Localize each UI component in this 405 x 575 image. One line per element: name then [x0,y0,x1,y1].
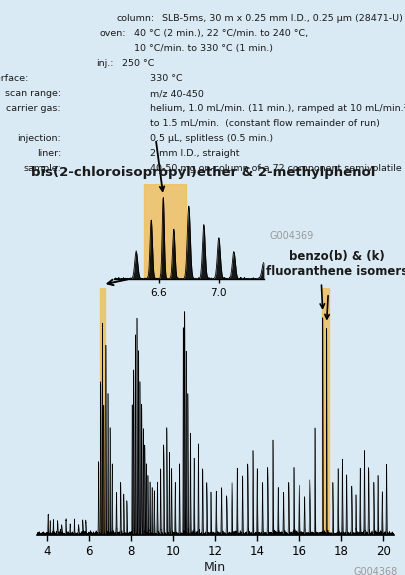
Text: carrier gas:: carrier gas: [6,104,61,113]
Text: MSD Interface:: MSD Interface: [0,74,28,83]
Text: 10 °C/min. to 330 °C (1 min.): 10 °C/min. to 330 °C (1 min.) [134,44,272,53]
X-axis label: Min: Min [204,561,226,574]
Text: 40 °C (2 min.), 22 °C/min. to 240 °C,: 40 °C (2 min.), 22 °C/min. to 240 °C, [134,29,307,39]
Text: oven:: oven: [99,29,126,39]
Text: injection:: injection: [17,134,61,143]
Text: SLB-5ms, 30 m x 0.25 mm I.D., 0.25 μm (28471-U): SLB-5ms, 30 m x 0.25 mm I.D., 0.25 μm (2… [162,14,402,24]
Text: column:: column: [116,14,154,24]
Text: 330 °C: 330 °C [150,74,182,83]
Bar [321,288,328,535]
Text: sample:: sample: [23,164,61,173]
Bar [143,184,185,279]
Text: G004369: G004369 [269,231,313,241]
Bar [99,288,105,535]
Text: G004368: G004368 [352,567,396,575]
Text: scan range:: scan range: [5,89,61,98]
Text: bis(2-chloroisopropyl)ether & 2-methylphenol: bis(2-chloroisopropyl)ether & 2-methylph… [31,166,374,179]
Text: 250 °C: 250 °C [122,59,154,68]
Text: liner:: liner: [36,149,61,158]
Text: helium, 1.0 mL/min. (11 min.), ramped at 10 mL/min.²: helium, 1.0 mL/min. (11 min.), ramped at… [150,104,405,113]
Text: inj.:: inj.: [96,59,113,68]
Text: 2 mm I.D., straight: 2 mm I.D., straight [150,149,239,158]
Text: 40-50 mg on-column of a 72 component semivolatile standard: 40-50 mg on-column of a 72 component sem… [150,164,405,173]
Text: benzo(b) & (k)
fluoranthene isomers: benzo(b) & (k) fluoranthene isomers [265,250,405,278]
Text: to 1.5 mL/min.  (constant flow remainder of run): to 1.5 mL/min. (constant flow remainder … [150,119,379,128]
Text: m/z 40-450: m/z 40-450 [150,89,204,98]
Text: 0.5 μL, splitless (0.5 min.): 0.5 μL, splitless (0.5 min.) [150,134,273,143]
